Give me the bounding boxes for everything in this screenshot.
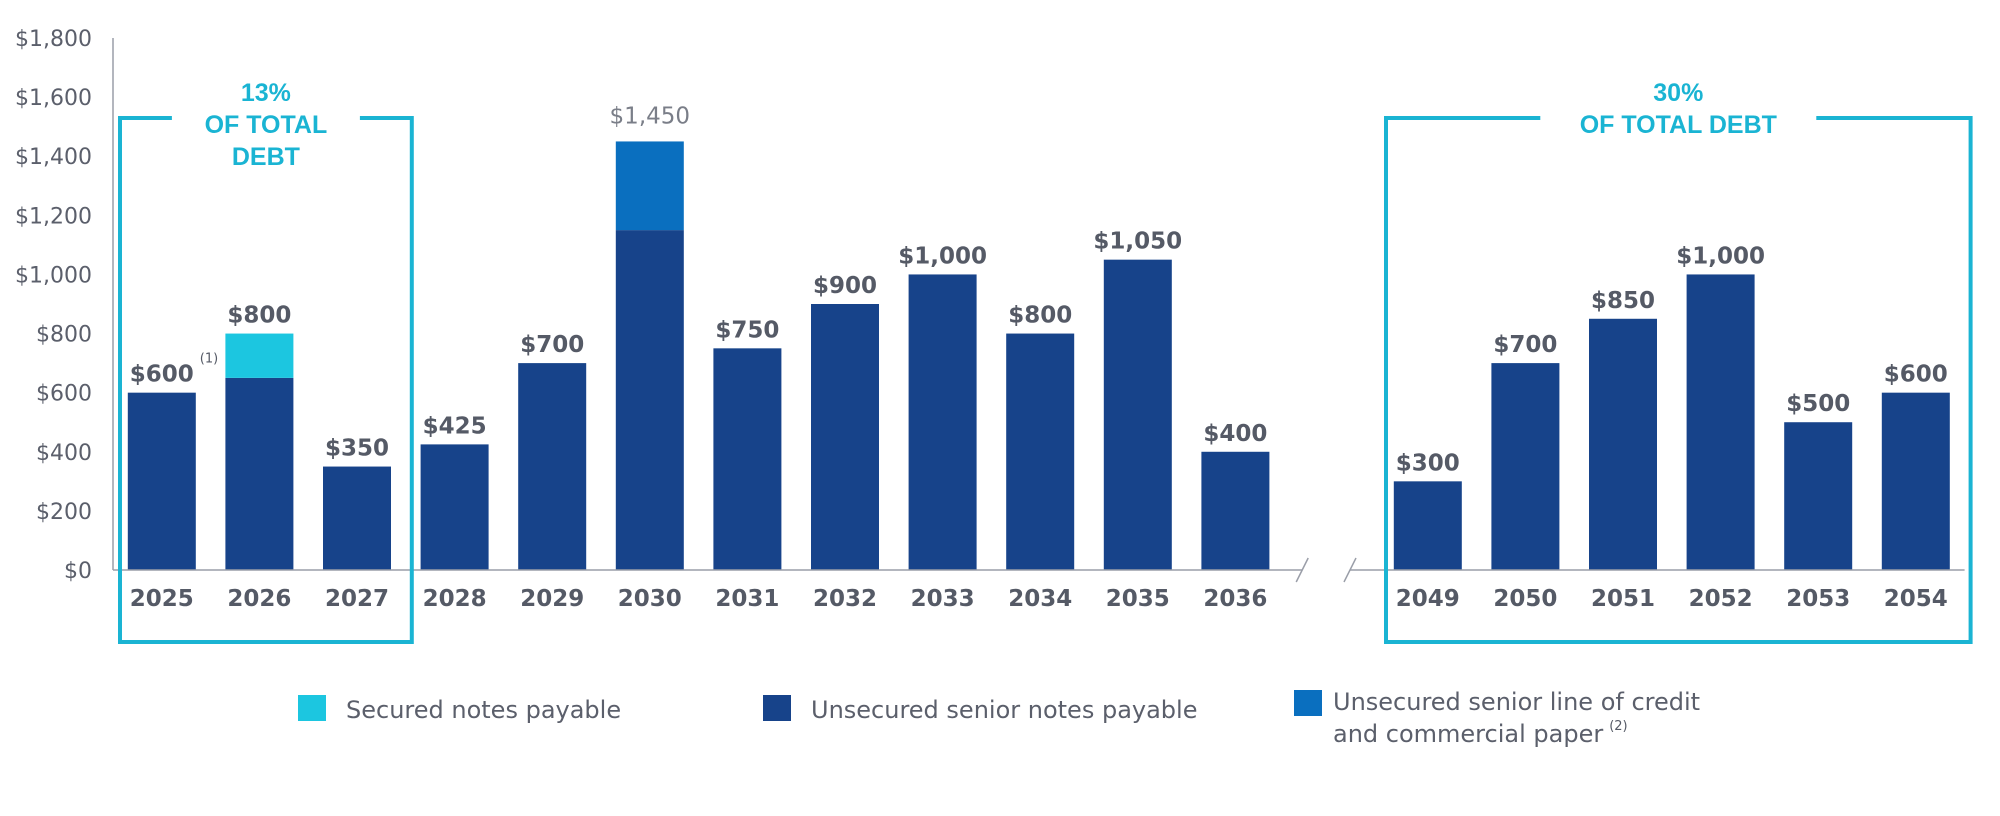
data-label: $600 (130, 362, 194, 388)
bar-segment (1881, 392, 1950, 570)
data-label: $850 (1591, 288, 1655, 314)
legend-label: Unsecured senior notes payable (811, 696, 1197, 724)
bar-segment (323, 466, 391, 570)
highlight-box-frame (118, 116, 414, 644)
bar-segment (1103, 259, 1172, 570)
data-label: $800 (227, 303, 291, 329)
x-tick-label: 2054 (1884, 586, 1948, 612)
x-axis: 2025 2026 2027 2028 2029 2030 2031 2032 2033 2034… (113, 557, 1965, 612)
bar-segment (1006, 333, 1075, 570)
x-tick-label: 2051 (1591, 586, 1655, 612)
x-tick-label: 2031 (715, 586, 779, 612)
y-tick-label: $1,600 (15, 86, 92, 111)
data-label: $700 (1493, 332, 1557, 358)
data-label: $1,050 (1093, 229, 1182, 255)
bar-segment (518, 363, 587, 570)
data-label: $700 (520, 332, 584, 358)
y-tick-label: $1,400 (15, 145, 92, 170)
y-tick-label: $200 (36, 500, 92, 525)
x-tick-label: 2033 (911, 586, 975, 612)
bar-segment (811, 304, 879, 570)
highlight-box-percent: 13% (241, 79, 291, 107)
bar-segment (615, 141, 684, 231)
x-tick-label: 2029 (520, 586, 584, 612)
data-label: $1,000 (1676, 243, 1765, 269)
y-axis: $0 $200 $400 $600 $800 $1,000 $1,200 $1,400 $1,6… (15, 27, 114, 584)
legend-swatch (763, 695, 791, 721)
y-tick-label: $400 (36, 441, 92, 466)
x-tick-label: 2025 (130, 586, 194, 612)
x-tick-label: 2052 (1689, 586, 1753, 612)
data-label: $300 (1396, 450, 1460, 476)
bar-segment (1686, 274, 1755, 570)
y-tick-label: $1,200 (15, 204, 92, 229)
y-tick-label: $0 (64, 559, 92, 584)
bar-segment (1201, 451, 1270, 570)
bar-segment (1589, 318, 1657, 570)
bar-segment (1393, 481, 1462, 570)
highlight-box-percent: 30% (1653, 79, 1703, 107)
axis-break-mark (1343, 557, 1357, 583)
highlight-box-caption: DEBT (232, 143, 300, 171)
y-tick-label: $800 (36, 323, 92, 348)
legend: Secured notes payable Unsecured senior no… (298, 688, 1700, 748)
data-label: $425 (423, 413, 487, 439)
axis-break-mark (1295, 557, 1309, 583)
legend-swatch (298, 695, 326, 721)
bar-segment (615, 230, 684, 570)
bar-segment (420, 444, 489, 570)
x-tick-label: 2032 (813, 586, 877, 612)
data-label: $1,000 (898, 243, 987, 269)
data-label: $800 (1008, 303, 1072, 329)
bar-segment (713, 348, 782, 570)
highlight-box-frame (1384, 116, 1973, 644)
x-tick-label: 2036 (1203, 586, 1267, 612)
legend-footnote: (2) (1609, 719, 1627, 734)
x-tick-label: 2050 (1493, 586, 1557, 612)
bar-segment (1491, 363, 1560, 570)
highlight-box-caption: OF TOTAL (205, 111, 328, 139)
y-tick-label: $1,800 (15, 27, 92, 52)
footnote-marker: (1) (200, 352, 218, 367)
highlight-boxes: 13% OF TOTAL DEBT 30% OF TOTAL DEBT (118, 79, 1973, 644)
data-label: $350 (325, 436, 389, 462)
highlight-box-caption: OF TOTAL DEBT (1580, 111, 1777, 139)
legend-label: Unsecured senior line of credit (1333, 688, 1700, 716)
x-tick-label: 2030 (618, 586, 682, 612)
data-label: $900 (813, 273, 877, 299)
x-tick-label: 2049 (1396, 586, 1460, 612)
x-tick-label: 2035 (1106, 586, 1170, 612)
legend-swatch (1294, 690, 1322, 716)
data-label: $500 (1786, 391, 1850, 417)
y-tick-label: $1,000 (15, 263, 92, 288)
x-tick-label: 2053 (1786, 586, 1850, 612)
y-tick-label: $600 (36, 382, 92, 407)
x-tick-label: 2034 (1008, 586, 1072, 612)
bar-segment (225, 333, 294, 378)
x-tick-label: 2026 (227, 586, 291, 612)
legend-label: Secured notes payable (346, 696, 621, 724)
bars: $600 $800 $350 $425 $700 $1,450 $750 $900 $1,000… (127, 103, 1950, 570)
x-tick-label: 2027 (325, 586, 389, 612)
bar-segment (225, 377, 294, 570)
data-label: $400 (1203, 421, 1267, 447)
x-tick-label: 2028 (423, 586, 487, 612)
bar-segment (1784, 422, 1853, 570)
data-label: $750 (715, 317, 779, 343)
legend-label: and commercial paper (1333, 720, 1603, 748)
data-label: $600 (1884, 362, 1948, 388)
bar-segment (908, 274, 977, 570)
data-label: $1,450 (610, 103, 690, 129)
bar-segment (127, 392, 196, 570)
